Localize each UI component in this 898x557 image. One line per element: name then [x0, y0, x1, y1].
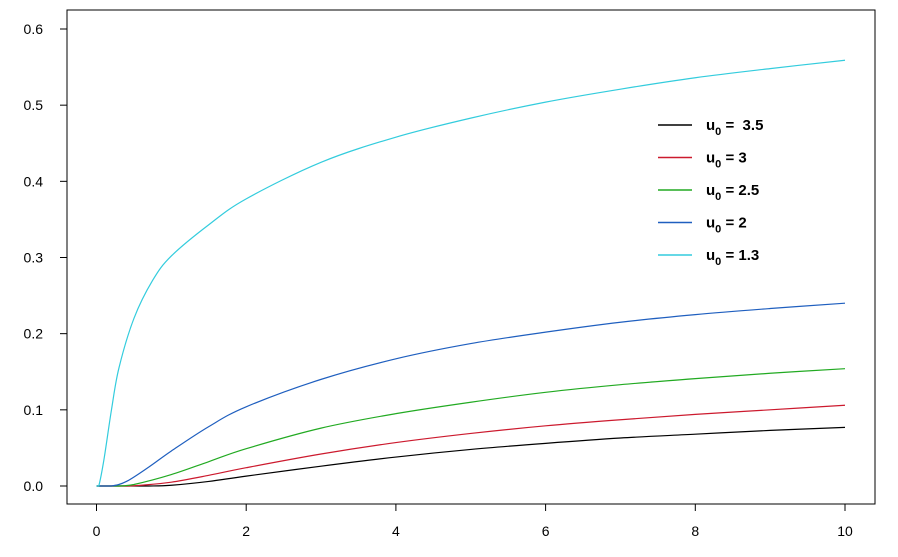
series-line-3 [96, 302, 846, 487]
legend-label-main: u [706, 247, 715, 264]
legend-label-main: u [706, 215, 715, 232]
series-lines [96, 59, 846, 487]
y-tick-label: 0.2 [24, 326, 44, 342]
legend-label-main: u [706, 117, 715, 134]
x-tick-label: 2 [242, 523, 250, 539]
y-tick-label: 0.1 [24, 402, 44, 418]
legend-label-subscript: 0 [715, 256, 721, 268]
legend-label-1: u0 = 3 [706, 150, 747, 171]
series-line-0 [96, 426, 846, 487]
y-tick-label: 0.6 [24, 21, 44, 37]
x-axis: 0 2 4 6 8 10 [93, 504, 853, 539]
series-line-1 [96, 404, 846, 487]
legend-label-4: u0 = 1.3 [706, 247, 759, 268]
legend-label-subscript: 0 [715, 224, 721, 236]
y-tick-label: 0.3 [24, 250, 44, 266]
x-tick-label: 8 [691, 523, 699, 539]
series-line-2 [96, 368, 846, 487]
legend-label-value: = 3.5 [721, 117, 763, 134]
x-tick-label: 10 [837, 523, 853, 539]
legend-label-main: u [706, 182, 715, 199]
legend-label-main: u [706, 150, 715, 167]
legend-label-subscript: 0 [715, 159, 721, 171]
legend-label-subscript: 0 [715, 191, 721, 203]
legend-label-0: u0 = 3.5 [706, 117, 763, 138]
legend-label-subscript: 0 [715, 126, 721, 138]
legend: u0 = 3.5u0 = 3u0 = 2.5u0 = 2u0 = 1.3 [658, 117, 763, 268]
y-axis: 0.0 0.1 0.2 0.3 0.4 0.5 0.6 [24, 21, 67, 494]
y-tick-label: 0.4 [24, 173, 44, 189]
series-line-4 [96, 59, 846, 487]
y-tick-label: 0.0 [24, 478, 44, 494]
legend-label-3: u0 = 2 [706, 215, 747, 236]
x-tick-label: 4 [392, 523, 400, 539]
legend-label-2: u0 = 2.5 [706, 182, 759, 203]
legend-label-value: = 2 [721, 215, 746, 232]
x-tick-label: 6 [542, 523, 550, 539]
legend-label-value: = 3 [721, 150, 746, 167]
legend-label-value: = 2.5 [721, 182, 759, 199]
legend-label-value: = 1.3 [721, 247, 759, 264]
y-tick-label: 0.5 [24, 97, 44, 113]
x-tick-label: 0 [93, 523, 101, 539]
